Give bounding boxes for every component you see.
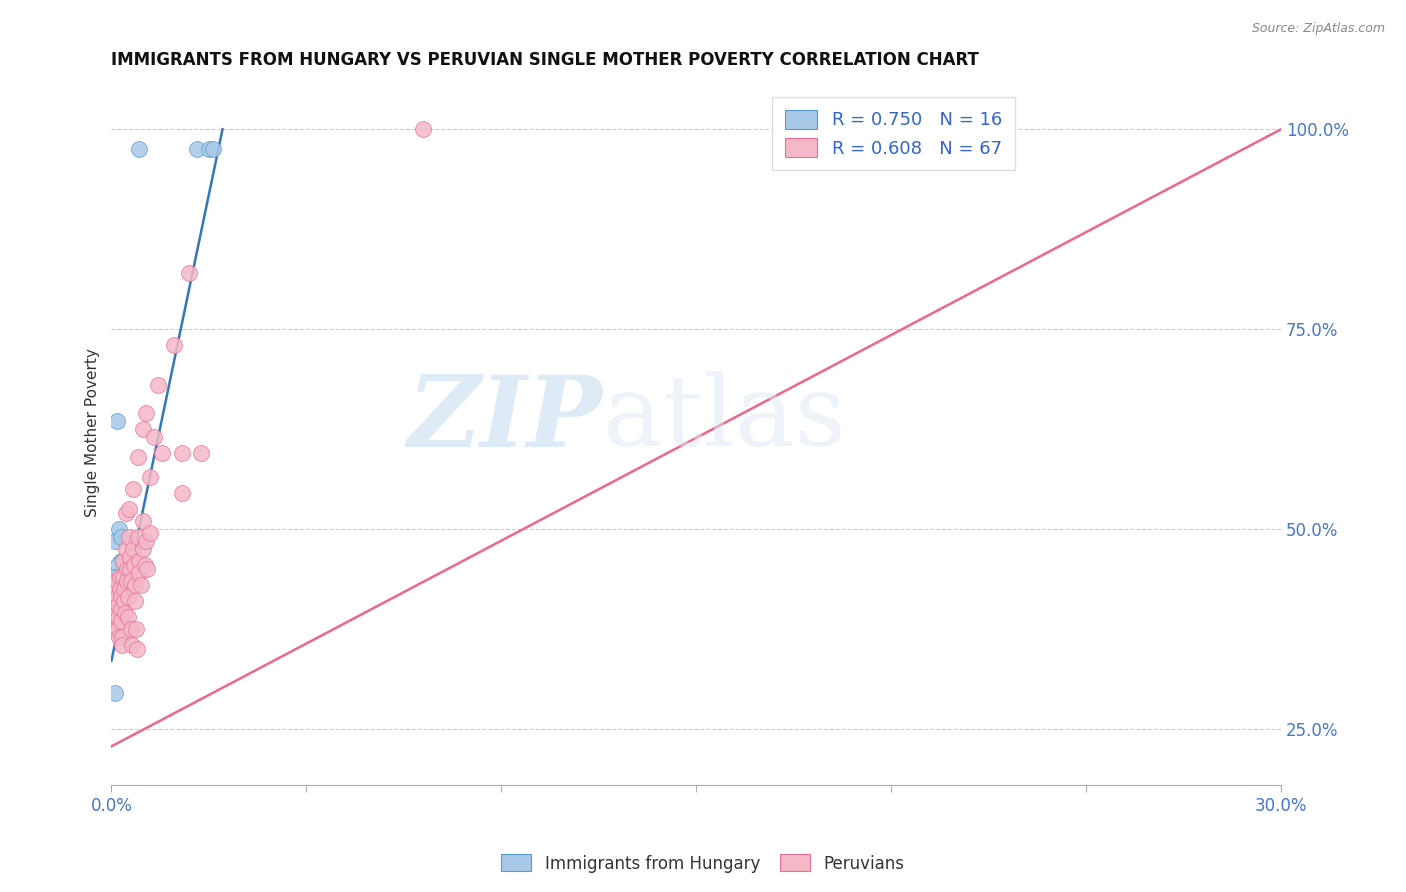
Point (104, 614, 127, 628)
Point (121, 541, 143, 556)
Point (412, 122, 434, 136)
Point (121, 482, 143, 496)
Legend: Immigrants from Hungary, Peruvians: Immigrants from Hungary, Peruvians (495, 847, 911, 880)
Point (150, 446, 173, 460)
Point (201, 142, 224, 156)
Y-axis label: Single Mother Poverty: Single Mother Poverty (86, 349, 100, 517)
Point (131, 422, 153, 436)
Point (143, 430, 166, 444)
Point (131, 514, 153, 528)
Point (105, 622, 128, 636)
Point (107, 558, 129, 572)
Point (179, 266, 201, 280)
Point (129, 578, 152, 592)
Point (132, 541, 155, 556)
Point (112, 582, 135, 596)
Point (120, 574, 142, 588)
Point (124, 594, 146, 608)
Point (105, 590, 128, 604)
Point (120, 622, 142, 636)
Point (170, 446, 193, 460)
Point (170, 486, 193, 500)
Point (103, 574, 125, 588)
Point (128, 142, 150, 156)
Point (105, 414, 128, 428)
Text: Source: ZipAtlas.com: Source: ZipAtlas.com (1251, 22, 1385, 36)
Point (108, 570, 131, 584)
Text: ZIP: ZIP (408, 371, 603, 467)
Point (110, 590, 132, 604)
Point (112, 554, 135, 568)
Point (115, 570, 138, 584)
Point (115, 541, 138, 556)
Point (128, 566, 150, 580)
Point (105, 574, 128, 588)
Point (198, 142, 221, 156)
Point (163, 338, 186, 352)
Text: atlas: atlas (603, 371, 845, 467)
Point (104, 594, 127, 608)
Point (122, 558, 145, 572)
Point (110, 530, 132, 544)
Point (110, 614, 132, 628)
Point (103, 533, 125, 548)
Point (128, 554, 150, 568)
Point (121, 638, 143, 652)
Point (117, 590, 139, 604)
Legend: R = 0.750   N = 16, R = 0.608   N = 67: R = 0.750 N = 16, R = 0.608 N = 67 (772, 97, 1015, 170)
Point (112, 594, 135, 608)
Point (108, 582, 131, 596)
Point (117, 610, 139, 624)
Point (190, 446, 212, 460)
Text: IMMIGRANTS FROM HUNGARY VS PERUVIAN SINGLE MOTHER POVERTY CORRELATION CHART: IMMIGRANTS FROM HUNGARY VS PERUVIAN SING… (111, 51, 980, 69)
Point (136, 562, 159, 576)
Point (139, 470, 162, 484)
Point (111, 630, 134, 644)
Point (134, 558, 156, 572)
Point (104, 606, 127, 620)
Point (120, 562, 142, 576)
Point (108, 522, 131, 536)
Point (103, 586, 125, 600)
Point (108, 630, 131, 644)
Point (115, 562, 138, 576)
Point (118, 530, 141, 544)
Point (107, 610, 129, 624)
Point (112, 570, 135, 584)
Point (124, 622, 146, 636)
Point (114, 570, 136, 584)
Point (125, 641, 148, 656)
Point (107, 598, 129, 612)
Point (114, 606, 136, 620)
Point (186, 142, 208, 156)
Point (107, 622, 129, 636)
Point (115, 574, 138, 588)
Point (112, 554, 135, 568)
Point (120, 549, 142, 564)
Point (104, 570, 127, 584)
Point (135, 533, 157, 548)
Point (135, 406, 157, 420)
Point (111, 638, 134, 652)
Point (127, 450, 149, 464)
Point (148, 378, 170, 392)
Point (110, 602, 132, 616)
Point (127, 530, 149, 544)
Point (103, 686, 125, 700)
Point (139, 525, 162, 540)
Point (115, 506, 138, 520)
Point (110, 554, 132, 568)
Point (112, 570, 135, 584)
Point (118, 502, 141, 516)
Point (124, 578, 146, 592)
